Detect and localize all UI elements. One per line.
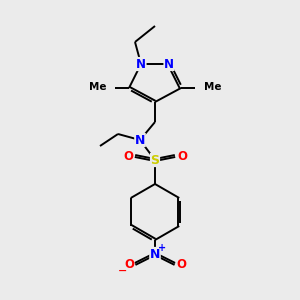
Text: Me: Me <box>204 82 221 92</box>
Text: N: N <box>150 248 160 260</box>
Text: O: O <box>176 257 186 271</box>
Text: O: O <box>124 257 134 271</box>
Text: N: N <box>164 58 174 70</box>
Text: O: O <box>177 149 187 163</box>
Text: S: S <box>151 154 160 166</box>
Text: +: + <box>158 243 166 253</box>
Text: −: − <box>118 266 128 276</box>
Text: O: O <box>123 149 133 163</box>
Text: N: N <box>136 58 146 70</box>
Text: Me: Me <box>88 82 106 92</box>
Text: N: N <box>135 134 145 146</box>
